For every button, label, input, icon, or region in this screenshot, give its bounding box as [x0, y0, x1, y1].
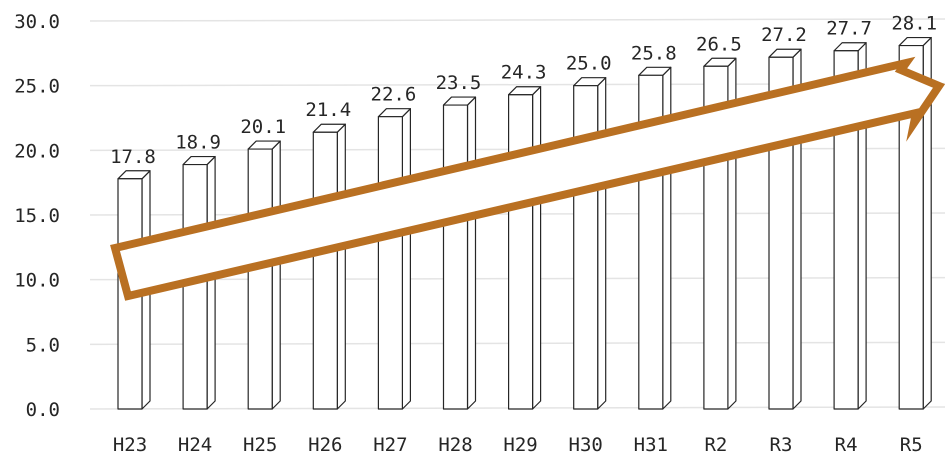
data-label: 28.1	[891, 13, 937, 35]
trend-arrow-shape	[110, 56, 945, 301]
x-tick-label: H30	[569, 434, 603, 456]
y-tick-label: 20.0	[14, 140, 60, 162]
y-tick-label: 10.0	[14, 270, 60, 292]
x-tick-label: H31	[634, 434, 668, 456]
y-tick-label: 0.0	[26, 399, 60, 421]
bar-side-face	[401, 108, 411, 410]
bar-front-face	[182, 163, 208, 410]
x-tick-label: H25	[243, 434, 277, 456]
x-tick-label: H28	[438, 434, 472, 456]
bar	[377, 108, 411, 410]
data-label: 25.8	[631, 42, 677, 64]
gridline	[89, 18, 945, 22]
bar-side-face	[597, 77, 607, 410]
data-label: 26.5	[696, 33, 742, 55]
bar	[508, 86, 542, 410]
bar-side-face	[466, 96, 477, 410]
bar-front-face	[508, 94, 534, 410]
data-label: 24.3	[501, 62, 547, 84]
x-tick-label: H27	[373, 434, 407, 456]
x-tick-label: H26	[308, 434, 342, 456]
x-tick-label: R3	[770, 434, 793, 456]
data-label: 25.0	[566, 53, 612, 75]
bar-front-face	[247, 148, 273, 410]
x-tick-label: H24	[178, 434, 212, 456]
bar	[573, 77, 607, 410]
data-label: 20.1	[240, 116, 286, 138]
bar	[182, 155, 216, 410]
x-tick-label: H23	[113, 434, 147, 456]
y-axis-tick-labels: 0.0 5.0 10.0 15.0 20.0 25.0 30.0	[14, 11, 60, 421]
x-tick-label: R5	[900, 434, 923, 456]
data-labels: 17.8 18.9 20.1 21.4 22.6 23.5 24.3 25.0 25.8 26.5…	[110, 13, 937, 168]
x-tick-label: H29	[503, 434, 537, 456]
bar	[442, 96, 477, 410]
data-label: 22.6	[371, 84, 417, 106]
bar-front-face	[377, 116, 403, 410]
bar-side-face	[271, 140, 281, 410]
data-label: 27.2	[761, 24, 807, 46]
data-label: 23.5	[436, 72, 482, 94]
data-label: 18.9	[175, 132, 221, 154]
bar-front-face	[442, 104, 469, 410]
x-tick-label: R4	[835, 434, 858, 456]
x-tick-label: R2	[704, 434, 727, 456]
trend-arrow	[110, 56, 945, 301]
bar	[312, 123, 346, 410]
y-tick-label: 5.0	[26, 334, 60, 356]
y-tick-label: 15.0	[14, 205, 60, 227]
bar-side-face	[336, 123, 346, 410]
bar-side-face	[206, 155, 216, 410]
data-label: 27.7	[826, 18, 872, 40]
y-tick-label: 30.0	[14, 11, 60, 33]
y-tick-label: 25.0	[14, 76, 60, 98]
data-label: 17.8	[110, 146, 156, 168]
bar	[247, 140, 281, 410]
data-label: 21.4	[305, 99, 351, 121]
bar-front-face	[312, 131, 338, 410]
bar-side-face	[531, 86, 542, 410]
x-axis-tick-labels: H23 H24 H25 H26 H27 H28 H29 H30 H31 R2 R3 R4 R5	[113, 434, 923, 456]
